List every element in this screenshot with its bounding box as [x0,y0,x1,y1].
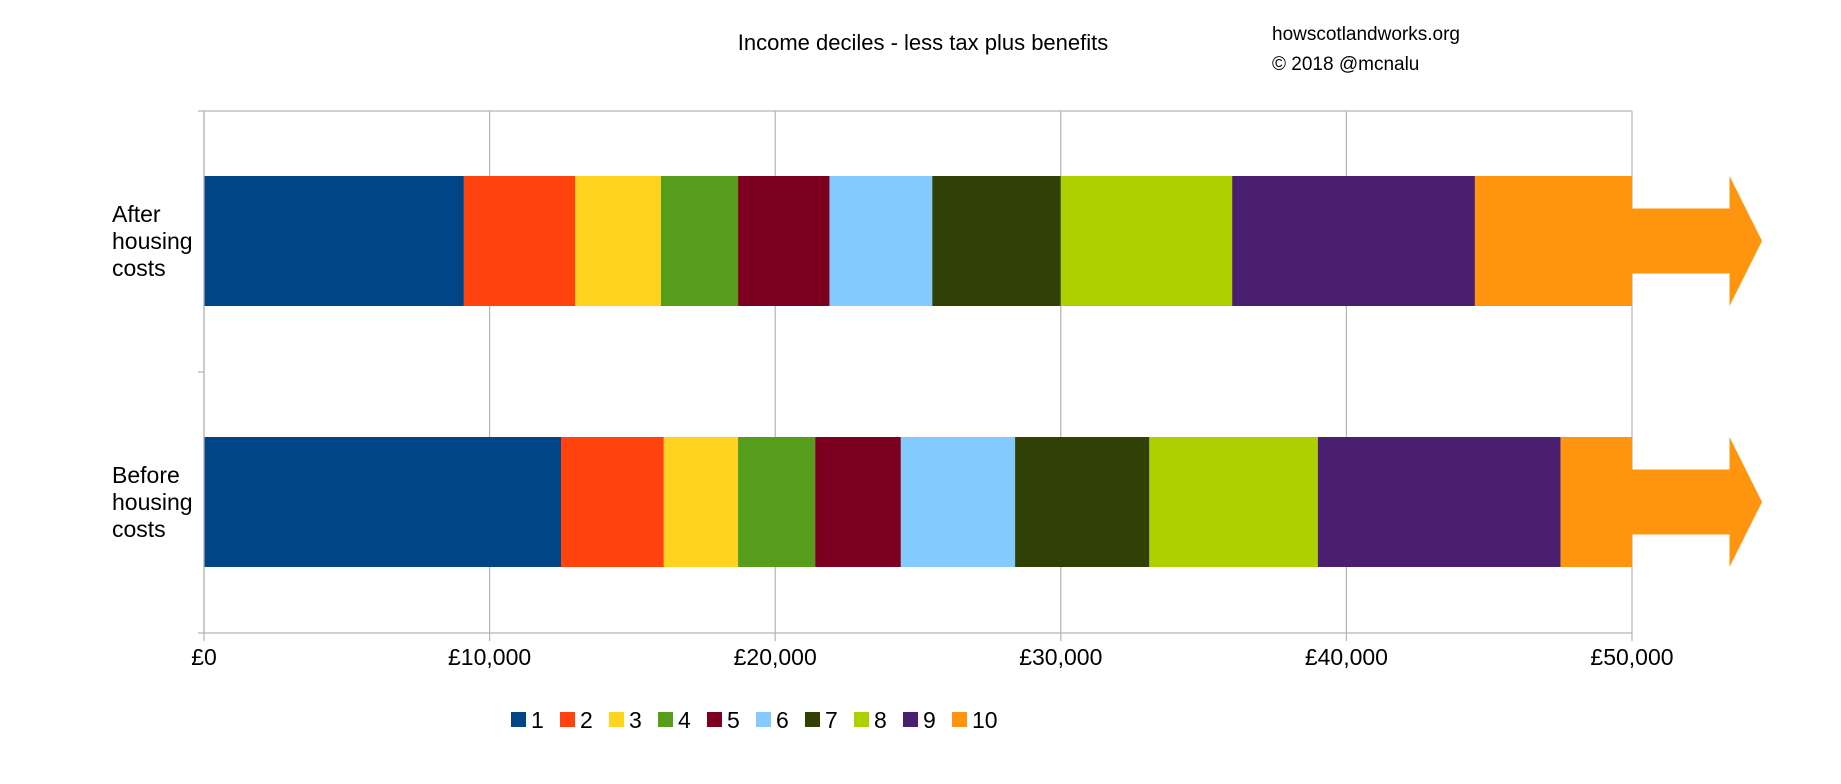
annotation-website: howscotlandworks.org [1272,24,1460,45]
legend-label-decile-2: 2 [580,707,593,733]
annotation-copyright: © 2018 @mcnalu [1272,54,1419,75]
bar-segment-decile-4 [660,176,739,306]
bar-segment-decile-3 [663,437,739,567]
x-tick-label: £10,000 [448,644,531,670]
legend-swatch-decile-8 [854,712,869,727]
legend-label-decile-9: 9 [923,707,936,733]
category-label-line: costs [112,255,166,281]
bar-segment-decile-10 [1474,176,1632,306]
category-label-line: costs [112,516,166,542]
legend-label-decile-10: 10 [972,707,998,733]
chart-bars [204,176,1762,567]
chart-title: Income deciles - less tax plus benefits [738,30,1109,55]
bar-segment-decile-1 [204,437,561,567]
legend-label-decile-6: 6 [776,707,789,733]
x-tick-label: £50,000 [1590,644,1673,670]
bar-segment-decile-3 [575,176,661,306]
category-label-line: housing [112,228,193,254]
chart-legend: 1 2 3 4 5 6 7 8 9 10 [511,707,998,733]
legend-label-decile-8: 8 [874,707,887,733]
bar-segment-decile-6 [829,176,933,306]
legend-label-decile-7: 7 [825,707,838,733]
category-label-line: housing [112,489,193,515]
bar-segment-decile-7 [1015,437,1150,567]
legend-swatch-decile-1 [511,712,526,727]
bar-segment-decile-9 [1232,176,1475,306]
legend-label-decile-4: 4 [678,707,691,733]
bar-segment-decile-9 [1317,437,1561,567]
legend-swatch-decile-6 [756,712,771,727]
legend-label-decile-5: 5 [727,707,740,733]
x-tick-label: £0 [191,644,217,670]
bar-segment-decile-5 [738,176,830,306]
x-tick-labels: £0 £10,000 £20,000 £30,000 £40,000 £50,000 [191,644,1673,670]
legend-swatch-decile-4 [658,712,673,727]
bar-segment-decile-5 [815,437,901,567]
chart-axes [198,110,1633,641]
bar-segment-decile-6 [900,437,1016,567]
open-ended-arrow [1632,437,1762,567]
bar-segment-decile-2 [463,176,576,306]
legend-swatch-decile-7 [805,712,820,727]
bar-segment-decile-4 [738,437,816,567]
category-label-line: After [112,201,161,227]
bar-segment-decile-1 [204,176,464,306]
legend-swatch-decile-2 [560,712,575,727]
legend-swatch-decile-10 [952,712,967,727]
bar-segment-decile-2 [561,437,664,567]
open-ended-arrow [1632,176,1762,306]
legend-swatch-decile-3 [609,712,624,727]
bar-segment-decile-7 [932,176,1061,306]
legend-swatch-decile-9 [903,712,918,727]
bar-segment-decile-8 [1149,437,1318,567]
bar-segment-decile-10 [1560,437,1632,567]
legend-label-decile-3: 3 [629,707,642,733]
category-label-line: Before [112,462,180,488]
x-tick-label: £20,000 [734,644,817,670]
legend-label-decile-1: 1 [531,707,544,733]
x-tick-label: £30,000 [1019,644,1102,670]
x-tick-label: £40,000 [1305,644,1388,670]
legend-swatch-decile-5 [707,712,722,727]
bar-segment-decile-8 [1060,176,1233,306]
